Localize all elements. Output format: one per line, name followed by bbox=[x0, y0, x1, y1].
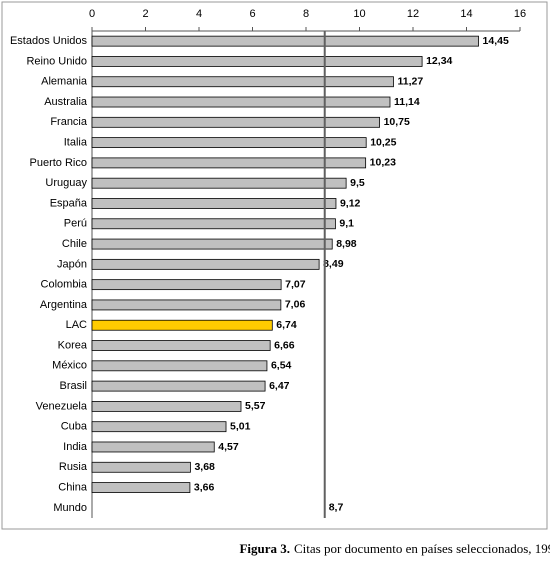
value-label: 11,27 bbox=[397, 76, 423, 88]
value-label: 9,5 bbox=[350, 177, 365, 189]
bar bbox=[91, 157, 367, 169]
y-tick-label: Brasil bbox=[59, 380, 87, 392]
bar bbox=[91, 76, 394, 88]
bar bbox=[91, 177, 347, 189]
caption: Citas por documento en países selecciona… bbox=[294, 541, 550, 556]
value-label: 10,75 bbox=[384, 116, 410, 128]
x-tick-label: 6 bbox=[249, 8, 255, 20]
y-tick-label: Puerto Rico bbox=[30, 157, 87, 169]
y-tick-label: Colombia bbox=[41, 279, 88, 291]
x-tick-label: 12 bbox=[407, 8, 419, 20]
value-label: 9,12 bbox=[340, 197, 361, 209]
bar bbox=[91, 116, 380, 128]
bar bbox=[91, 279, 282, 291]
bar bbox=[91, 238, 333, 250]
value-label: 8,49 bbox=[323, 258, 344, 270]
value-label: 7,07 bbox=[285, 278, 306, 290]
value-label: 10,23 bbox=[370, 157, 396, 169]
y-tick-label: Perú bbox=[64, 218, 87, 230]
y-tick-label: México bbox=[52, 360, 87, 372]
bar bbox=[91, 340, 271, 351]
y-tick-label: Reino Unido bbox=[26, 55, 87, 67]
y-tick-label: Australia bbox=[44, 96, 88, 108]
bar bbox=[91, 35, 479, 47]
bar bbox=[91, 482, 191, 493]
value-label: 3,68 bbox=[194, 461, 215, 473]
value-label: 6,47 bbox=[269, 380, 290, 392]
value-label: 14,45 bbox=[483, 35, 509, 47]
bar bbox=[91, 380, 266, 392]
y-tick-label: Argentina bbox=[40, 299, 88, 311]
x-tick-label: 2 bbox=[142, 8, 148, 20]
value-label: 12,34 bbox=[426, 55, 452, 67]
y-tick-label: Italia bbox=[64, 137, 88, 149]
value-label: 8,98 bbox=[336, 238, 357, 250]
value-label: 6,74 bbox=[276, 319, 297, 331]
caption-label: Figura 3. bbox=[239, 541, 290, 556]
chart-frame bbox=[1, 1, 548, 530]
bar bbox=[91, 299, 282, 311]
x-tick-label: 14 bbox=[460, 8, 472, 20]
y-tick-label: Estados Unidos bbox=[10, 35, 88, 47]
y-tick-label: Japón bbox=[57, 258, 87, 270]
bar bbox=[91, 441, 215, 453]
value-label: 4,57 bbox=[218, 441, 239, 453]
bar bbox=[91, 421, 227, 433]
value-label: 11,14 bbox=[394, 96, 420, 108]
value-label: 6,54 bbox=[271, 360, 292, 372]
y-tick-label: India bbox=[63, 441, 88, 453]
bar bbox=[91, 137, 367, 149]
bar bbox=[91, 218, 336, 230]
y-tick-label: China bbox=[58, 481, 88, 493]
y-tick-label: Uruguay bbox=[45, 177, 87, 189]
y-tick-label: Korea bbox=[58, 339, 88, 351]
bar bbox=[91, 258, 320, 270]
y-tick-label: Cuba bbox=[61, 421, 88, 433]
value-label: 5,57 bbox=[245, 400, 266, 412]
x-tick-label: 4 bbox=[196, 8, 202, 20]
bar bbox=[91, 400, 242, 412]
x-tick-label: 10 bbox=[353, 8, 365, 20]
value-label: 3,66 bbox=[194, 481, 215, 493]
bar bbox=[91, 198, 337, 209]
value-label: 7,06 bbox=[285, 299, 306, 311]
value-label: 8,7 bbox=[329, 502, 344, 514]
x-tick-label: 0 bbox=[89, 8, 95, 20]
value-label: 6,66 bbox=[274, 339, 295, 351]
value-label: 10,25 bbox=[370, 136, 396, 148]
y-tick-label: Francia bbox=[50, 116, 88, 128]
y-tick-label: Alemania bbox=[41, 76, 88, 88]
y-tick-label: Chile bbox=[62, 238, 87, 250]
y-tick-label: España bbox=[50, 197, 88, 209]
value-label: 5,01 bbox=[230, 420, 251, 432]
y-tick-label: Venezuela bbox=[36, 400, 88, 412]
value-label: 9,1 bbox=[339, 218, 354, 230]
y-tick-label: Rusia bbox=[59, 461, 88, 473]
bar bbox=[91, 461, 191, 473]
y-tick-label: Mundo bbox=[53, 502, 87, 514]
y-tick-label: LAC bbox=[66, 319, 87, 331]
x-tick-label: 8 bbox=[303, 8, 309, 20]
bar bbox=[91, 319, 273, 331]
bar bbox=[91, 360, 268, 372]
x-tick-label: 16 bbox=[514, 8, 526, 20]
bar bbox=[91, 56, 423, 67]
bar bbox=[91, 96, 391, 108]
